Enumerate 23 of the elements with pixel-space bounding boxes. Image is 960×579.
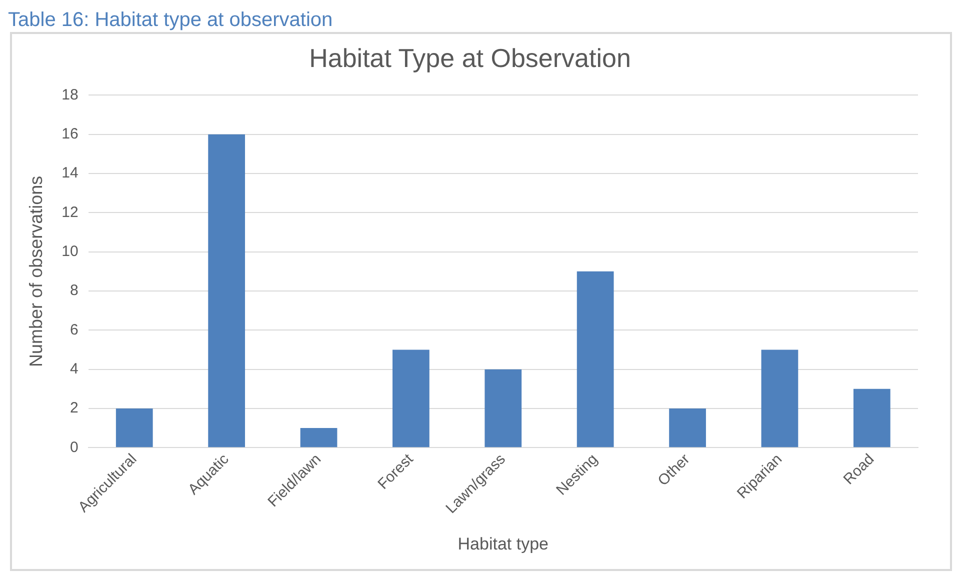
caption: Table 16: Habitat type at observation bbox=[8, 8, 334, 32]
bar bbox=[761, 350, 798, 448]
bar bbox=[576, 271, 614, 448]
y-tick-label: 2 bbox=[70, 400, 78, 417]
bar bbox=[392, 350, 430, 448]
y-axis-title: Number of observations bbox=[26, 176, 46, 367]
bar bbox=[853, 388, 890, 448]
y-tick-label: 12 bbox=[62, 204, 78, 221]
x-axis-title: Habitat type bbox=[458, 534, 549, 554]
y-tick-label: 8 bbox=[70, 282, 78, 300]
y-tick-label: 10 bbox=[62, 242, 78, 260]
bar bbox=[300, 428, 338, 448]
bar bbox=[208, 134, 246, 448]
y-tick-label: 14 bbox=[62, 164, 78, 182]
bar bbox=[484, 369, 522, 448]
bar bbox=[116, 408, 153, 448]
y-tick-label: 4 bbox=[70, 360, 78, 378]
bar bbox=[669, 408, 706, 448]
chart-title: Habitat Type at Observation bbox=[309, 42, 631, 73]
y-tick-label: 16 bbox=[62, 126, 78, 142]
y-tick-label: 6 bbox=[70, 321, 78, 338]
y-tick-label: 18 bbox=[62, 86, 78, 104]
y-tick-label: 0 bbox=[70, 438, 78, 456]
